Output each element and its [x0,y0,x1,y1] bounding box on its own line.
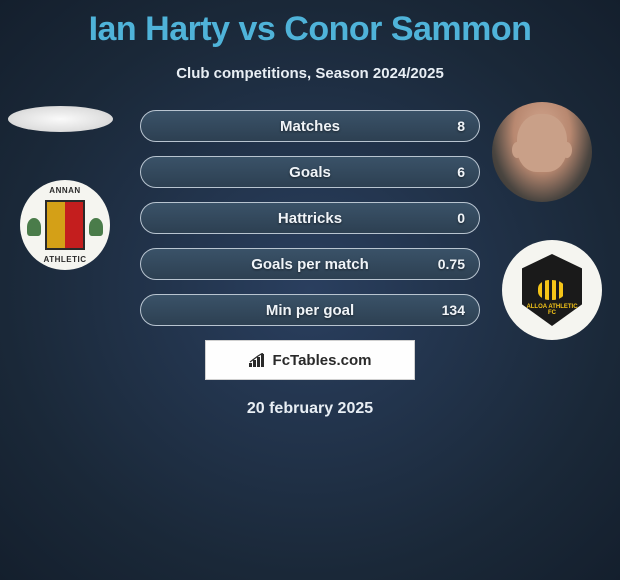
badge-left-label-top: ANNAN [20,186,110,195]
brand-text: FcTables.com [273,352,372,369]
player-right-club-badge: ALLOA ATHLETIC FC [502,240,602,340]
stat-label: Min per goal [266,302,354,319]
stat-label: Matches [280,118,340,135]
stat-row-goals: Goals 6 [140,156,480,188]
stat-value-right: 8 [457,118,465,134]
stats-list: Matches 8 Goals 6 Hattricks 0 Goals per … [140,110,480,326]
stat-value-right: 0 [457,210,465,226]
badge-left-shield [45,200,85,250]
comparison-area: ANNAN ATHLETIC ALLOA ATHLETIC FC Matches… [0,110,620,418]
stat-row-matches: Matches 8 [140,110,480,142]
stat-row-hattricks: Hattricks 0 [140,202,480,234]
wasp-icon [538,280,566,300]
stat-value-right: 134 [442,302,465,318]
stat-label: Goals per match [251,256,369,273]
badge-right-label: ALLOA ATHLETIC FC [522,304,582,316]
stat-value-right: 6 [457,164,465,180]
stat-row-min-per-goal: Min per goal 134 [140,294,480,326]
stat-label: Goals [289,164,331,181]
stat-value-right: 0.75 [438,256,465,272]
bar-chart-icon [249,353,267,367]
badge-left-label-bottom: ATHLETIC [20,255,110,264]
player-left-club-badge: ANNAN ATHLETIC [20,180,110,270]
page-subtitle: Club competitions, Season 2024/2025 [0,65,620,82]
stat-label: Hattricks [278,210,342,227]
badge-right-shield: ALLOA ATHLETIC FC [522,254,582,326]
page-title: Ian Harty vs Conor Sammon [0,0,620,49]
comparison-date: 20 february 2025 [0,400,620,418]
player-left-avatar [8,106,113,132]
stat-row-goals-per-match: Goals per match 0.75 [140,248,480,280]
player-right-avatar [492,102,592,202]
brand-box[interactable]: FcTables.com [205,340,415,380]
